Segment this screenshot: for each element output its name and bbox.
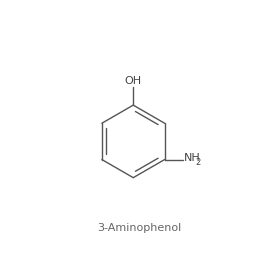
Text: OH: OH [125,76,142,86]
Text: 3-Aminophenol: 3-Aminophenol [97,223,181,233]
Text: NH: NH [184,153,200,163]
Text: 2: 2 [195,158,200,167]
